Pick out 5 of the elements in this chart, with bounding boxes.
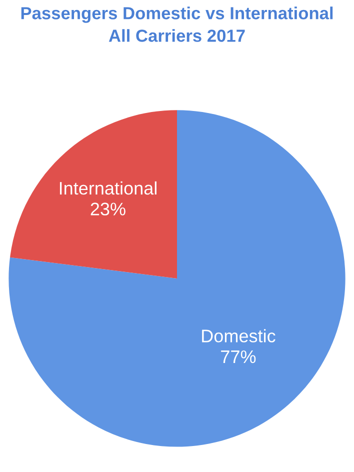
- chart-title: Passengers Domestic vs International All Carriers 2017: [21, 6, 333, 42]
- slice-label: International: [60, 181, 156, 195]
- data-label: 77%: [221, 350, 256, 364]
- slice-label: Domestic: [202, 329, 276, 342]
- data-label: 23%: [90, 202, 126, 216]
